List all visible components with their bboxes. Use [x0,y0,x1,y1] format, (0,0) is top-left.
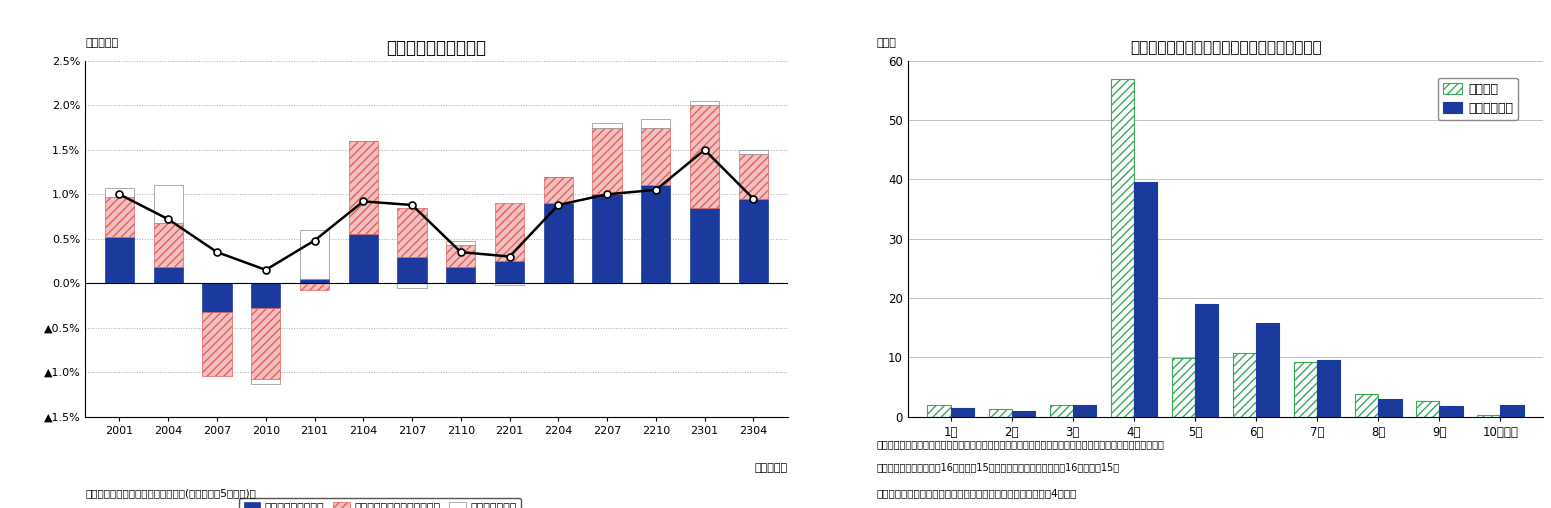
Bar [105,237,133,283]
Bar [690,105,720,208]
Bar [1416,400,1439,417]
Bar [447,267,476,283]
Bar [397,208,427,257]
Bar [1134,182,1157,417]
Bar [105,188,133,197]
Legend: 適用時期, 初回支給時期: 適用時期, 初回支給時期 [1438,78,1518,120]
Bar [447,245,476,267]
Bar [738,150,768,154]
Bar [690,208,720,283]
Bar [1379,399,1402,417]
Bar [927,405,951,417]
Bar [1011,410,1035,417]
Bar [1194,304,1218,417]
Bar [988,409,1011,417]
Bar [1439,406,1463,417]
Bar [1356,394,1379,417]
Bar [105,197,133,237]
Bar [1173,359,1194,417]
Text: （出所）厚生労働省「賃金引上げ等の実態に関する調査（令和4年）」: （出所）厚生労働省「賃金引上げ等の実態に関する調査（令和4年）」 [876,488,1076,498]
Bar [1294,362,1317,417]
Bar [641,119,670,128]
Bar [738,199,768,283]
Legend: 一般労働者賃金要因, パートタイム労働者賃金要因, パート比率要因: 一般労働者賃金要因, パートタイム労働者賃金要因, パート比率要因 [239,498,521,508]
Bar [1477,415,1500,417]
Bar [1317,360,1340,417]
Bar [447,240,476,245]
Bar [951,407,974,417]
Bar [592,194,622,283]
Bar [154,267,183,283]
Bar [202,311,231,375]
Bar [299,279,329,283]
Bar [738,154,768,199]
Bar [690,101,720,105]
Title: 賃金改定の適用時期と初回支給時期別企業割合: 賃金改定の適用時期と初回支給時期別企業割合 [1129,41,1321,56]
Bar [544,176,572,203]
Bar [1073,405,1097,417]
Bar [641,185,670,283]
Bar [397,257,427,283]
Bar [154,185,183,223]
Text: （注）適用時期は改定額が給与計算に適用された時期、初回支給時期は改定後の賃金が初めて支給された時期: （注）適用時期は改定額が給与計算に適用された時期、初回支給時期は改定後の賃金が初… [876,439,1165,450]
Text: （年・月）: （年・月） [754,463,788,473]
Bar [1050,405,1073,417]
Bar [495,203,524,261]
Bar [592,123,622,128]
Text: （％）: （％） [876,38,896,48]
Title: 所定内給与の要因分解: 所定内給与の要因分解 [386,39,487,56]
Bar [544,203,572,283]
Bar [495,261,524,283]
Bar [397,283,427,288]
Bar [1500,405,1523,417]
Text: （前年比）: （前年比） [85,38,118,48]
Bar [349,234,378,283]
Bar [202,283,231,311]
Text: （資料）厚生労働省「毎月勤労統計(事業所規模5人以上)」: （資料）厚生労働省「毎月勤労統計(事業所規模5人以上)」 [85,488,256,498]
Bar [1233,353,1256,417]
Bar [349,141,378,234]
Bar [251,283,281,308]
Bar [641,128,670,185]
Bar [251,308,281,379]
Bar [1111,79,1134,417]
Bar [251,379,281,384]
Text: 適用時期の月は前月16日～当月15日、初回支給時期の月は当月16日～翌月15日: 適用時期の月は前月16日～当月15日、初回支給時期の月は当月16日～翌月15日 [876,462,1120,472]
Bar [1256,323,1280,417]
Bar [495,283,524,285]
Bar [299,283,329,290]
Bar [154,223,183,267]
Bar [592,128,622,194]
Bar [299,230,329,279]
